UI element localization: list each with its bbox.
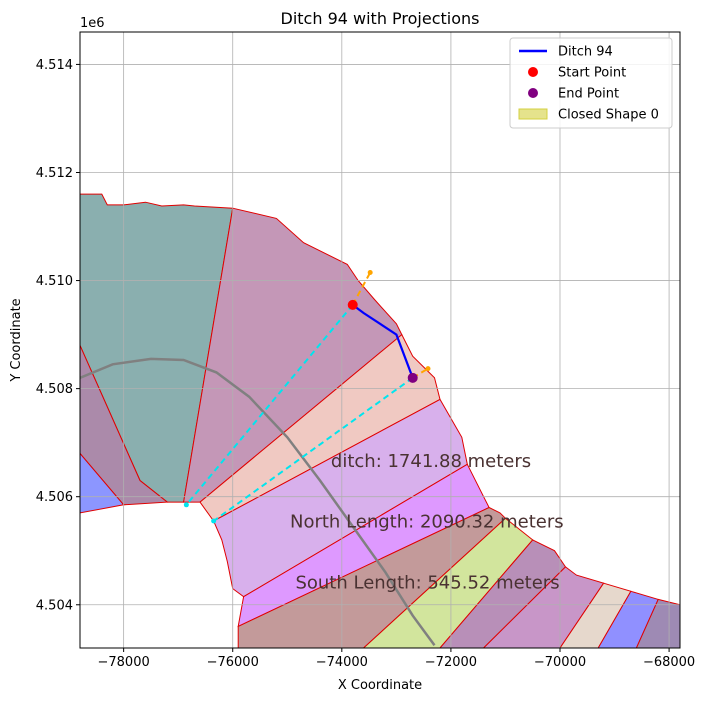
y-tick-label: 4.510 (36, 274, 73, 289)
x-tick-label: −70000 (534, 655, 586, 670)
y-axis-label: Y Coordinate (9, 298, 24, 382)
x-axis-label: X Coordinate (338, 678, 422, 693)
y-tick-label: 4.512 (36, 166, 73, 181)
legend-label: Start Point (558, 66, 626, 81)
projection-line-1 (213, 376, 414, 522)
x-tick-label: −74000 (316, 655, 368, 670)
annotation-label: ditch: 1741.88 meters (331, 451, 531, 472)
legend-swatch-dot (528, 88, 538, 98)
projection-line-2 (351, 272, 372, 306)
plot-frame (79, 31, 681, 649)
legend-swatch-patch (518, 108, 548, 120)
annotation-label: North Length: 2090.32 meters (290, 512, 564, 533)
y-tick-label: 4.514 (36, 58, 73, 73)
y-axis-offset-label: 1e6 (80, 16, 105, 31)
legend-label: End Point (558, 87, 619, 102)
region-polygon-1 (183, 207, 403, 503)
chart-title: Ditch 94 with Projections (281, 9, 480, 28)
region-polygon-7 (237, 506, 507, 648)
legend-swatch-dot (528, 67, 538, 77)
buffer-arc-line (80, 357, 436, 647)
region-polygon-2 (80, 345, 169, 506)
y-tick-label: 4.504 (36, 598, 73, 613)
projection-line-0 (185, 304, 354, 506)
legend-box (509, 37, 673, 129)
y-tick-label: 4.506 (36, 490, 73, 505)
projection-endpoint-0 (183, 502, 189, 508)
legend-label: Closed Shape 0 (558, 108, 659, 123)
annotation-label: South Length: 545.52 meters (295, 573, 559, 594)
projection-endpoint-2 (367, 269, 373, 275)
x-tick-label: −78000 (98, 655, 150, 670)
x-tick-label: −72000 (425, 655, 477, 670)
legend: Ditch 94 Start Point End Point Closed Shape… (509, 37, 673, 129)
region-polygon-12 (597, 590, 659, 648)
end-point-marker (407, 372, 418, 383)
projection-endpoint-1 (211, 518, 217, 524)
legend-label: Ditch 94 (558, 45, 613, 60)
region-polygon-11 (559, 582, 632, 648)
ditch-94-line (352, 304, 414, 379)
start-point-marker (347, 299, 358, 310)
x-tick-label: −76000 (207, 655, 259, 670)
region-polygon-3 (80, 452, 125, 514)
x-tick-label: −68000 (643, 655, 695, 670)
projection-endpoint-3 (425, 366, 431, 372)
y-tick-label: 4.508 (36, 382, 73, 397)
